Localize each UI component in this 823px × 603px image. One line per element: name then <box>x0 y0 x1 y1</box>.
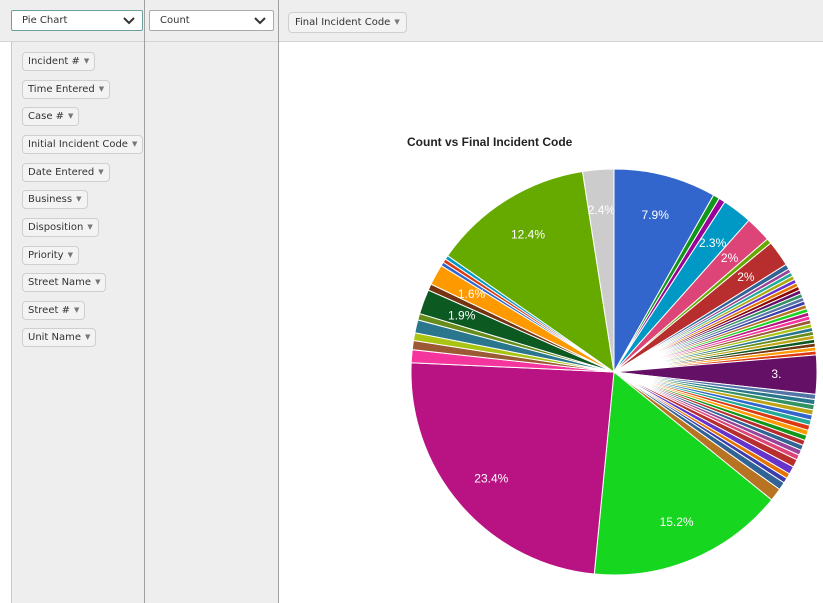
unused-attributes-panel: Incident # ▼ Time Entered ▼ Case # ▼ Initia… <box>11 42 145 603</box>
attribute-label: Case # <box>28 111 65 122</box>
column-attribute-pill[interactable]: Final Incident Code ▼ <box>288 12 407 33</box>
aggregator-select-value: Count <box>160 15 190 26</box>
caret-down-icon[interactable]: ▼ <box>98 85 105 93</box>
attribute-label: Street # <box>28 305 70 316</box>
slice-label: 15.2% <box>660 515 694 529</box>
divider <box>278 0 279 603</box>
chevron-down-icon <box>254 17 266 25</box>
caret-down-icon[interactable]: ▼ <box>85 333 91 341</box>
renderer-select[interactable]: Pie Chart <box>11 10 143 31</box>
slice-label: 12.4% <box>511 227 545 241</box>
renderer-select-value: Pie Chart <box>22 15 68 26</box>
pie-slice[interactable] <box>593 371 773 576</box>
caret-down-icon[interactable]: ▼ <box>95 278 101 286</box>
slice-label: 1.6% <box>458 287 486 301</box>
attribute-pill[interactable]: Street # ▼ <box>22 301 86 320</box>
caret-down-icon[interactable]: ▼ <box>68 112 74 120</box>
caret-down-icon[interactable]: ▼ <box>73 306 80 314</box>
caret-down-icon[interactable]: ▼ <box>76 195 82 203</box>
slice-label: 1.9% <box>448 309 476 323</box>
caret-down-icon[interactable]: ▼ <box>87 223 93 231</box>
attribute-pill[interactable]: Priority ▼ <box>22 246 79 265</box>
attribute-label: Unit Name <box>28 332 82 343</box>
pie-chart: Count vs Final Incident Code 7.9%2.3%2%2… <box>407 135 818 576</box>
attribute-label: Street Name <box>28 277 92 288</box>
pie-slice[interactable] <box>410 362 615 575</box>
pie-slice[interactable] <box>581 168 615 373</box>
attribute-pill[interactable]: Disposition ▼ <box>22 218 99 237</box>
attribute-label: Date Entered <box>28 167 95 178</box>
slice-label: 23.4% <box>474 471 508 485</box>
attribute-pill[interactable]: Date Entered ▼ <box>22 163 110 182</box>
attribute-label: Time Entered <box>28 84 95 95</box>
attribute-pill[interactable]: Case # ▼ <box>22 107 80 126</box>
pie-slices <box>410 168 818 576</box>
attribute-label: Priority <box>28 250 64 261</box>
slice-label: 2.3% <box>699 236 727 250</box>
divider <box>144 0 145 603</box>
attribute-label: Disposition <box>28 222 84 233</box>
aggregator-select[interactable]: Count <box>149 10 274 31</box>
attribute-pill[interactable]: Street Name ▼ <box>22 273 107 292</box>
column-attribute-label: Final Incident Code <box>295 17 391 28</box>
attribute-pill[interactable]: Unit Name ▼ <box>22 328 97 347</box>
attribute-pill[interactable]: Time Entered ▼ <box>22 80 111 99</box>
attribute-label: Incident # <box>28 56 80 67</box>
chart-title: Count vs Final Incident Code <box>407 135 573 149</box>
caret-down-icon[interactable]: ▼ <box>98 168 104 176</box>
attribute-pill[interactable]: Initial Incident Code ▼ <box>22 135 144 154</box>
caret-down-icon[interactable]: ▼ <box>67 251 73 259</box>
pie-slice[interactable] <box>446 170 615 374</box>
row-attributes-panel <box>145 42 278 603</box>
slice-label: 2% <box>737 270 755 284</box>
caret-down-icon[interactable]: ▼ <box>394 18 400 26</box>
caret-down-icon[interactable]: ▼ <box>83 57 90 65</box>
slice-label: 3. <box>771 367 781 381</box>
attribute-pill[interactable]: Incident # ▼ <box>22 52 96 71</box>
pie-labels: 7.9%2.3%2%2%3.15.2%23.4%1.9%1.6%12.4%2.4… <box>448 203 781 529</box>
pie-slice[interactable] <box>613 168 715 374</box>
slice-label: 7.9% <box>642 208 670 222</box>
attribute-label: Business <box>28 194 73 205</box>
slice-label: 2.4% <box>588 203 616 217</box>
attribute-pill[interactable]: Business ▼ <box>22 190 88 209</box>
attribute-label: Initial Incident Code <box>28 139 128 150</box>
slice-label: 2% <box>721 251 739 265</box>
chevron-down-icon <box>123 17 135 25</box>
caret-down-icon[interactable]: ▼ <box>131 140 138 148</box>
